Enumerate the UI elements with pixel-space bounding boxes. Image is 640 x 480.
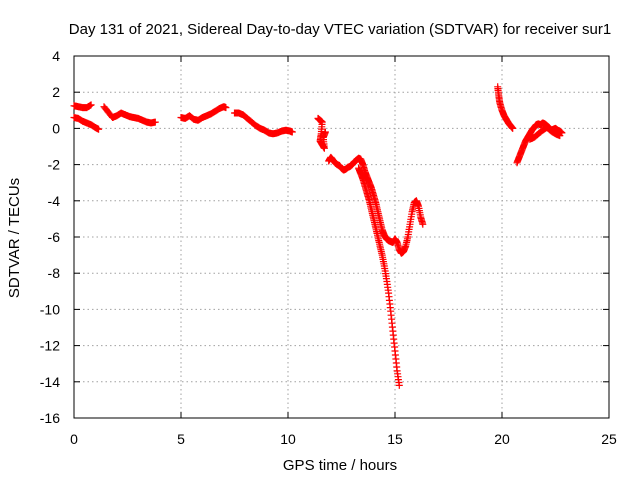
data-point bbox=[151, 118, 159, 126]
x-tick-label: 10 bbox=[280, 431, 296, 447]
data-point bbox=[288, 128, 296, 136]
x-tick-label: 20 bbox=[494, 431, 510, 447]
y-tick-label: 4 bbox=[52, 48, 60, 64]
y-tick-label: 0 bbox=[52, 120, 60, 136]
y-tick-label: -2 bbox=[48, 157, 61, 173]
data-point bbox=[395, 381, 403, 389]
data-point bbox=[87, 101, 95, 109]
series-arc-6 bbox=[325, 153, 427, 257]
data-point bbox=[222, 104, 230, 112]
y-tick-label: -8 bbox=[48, 265, 61, 281]
y-axis-label: SDTVAR / TECUs bbox=[6, 178, 23, 298]
x-axis-label: GPS time / hours bbox=[283, 457, 397, 474]
data-point bbox=[321, 128, 329, 136]
x-tick-label: 5 bbox=[177, 431, 185, 447]
plot-frame bbox=[73, 55, 610, 419]
y-tick-label: -10 bbox=[40, 301, 60, 317]
series-arc-2 bbox=[100, 103, 159, 127]
data-points bbox=[70, 83, 566, 389]
data-point bbox=[95, 125, 103, 133]
series-arc-1a bbox=[70, 101, 95, 112]
y-tick-label: -16 bbox=[40, 410, 60, 426]
series-arc-3 bbox=[177, 103, 230, 124]
y-tick-label: -12 bbox=[40, 338, 60, 354]
series-arc-8 bbox=[494, 83, 517, 132]
x-tick-label: 15 bbox=[387, 431, 403, 447]
y-tick-label: 2 bbox=[52, 84, 60, 100]
data-point bbox=[509, 124, 517, 132]
x-tick-label: 0 bbox=[70, 431, 78, 447]
data-point bbox=[556, 132, 564, 140]
series-arc-4 bbox=[231, 109, 296, 138]
y-tick-label: -6 bbox=[48, 229, 61, 245]
y-tick-label: -14 bbox=[40, 374, 60, 390]
y-tick-label: -4 bbox=[48, 193, 61, 209]
series-arc-7 bbox=[355, 164, 403, 389]
series-arc-5 bbox=[314, 114, 329, 152]
grid bbox=[74, 56, 609, 418]
series-arc-1b bbox=[70, 114, 103, 133]
series-arc-9 bbox=[513, 119, 566, 167]
data-point bbox=[419, 220, 427, 228]
chart-title: Day 131 of 2021, Sidereal Day-to-day VTE… bbox=[69, 21, 611, 38]
x-tick-label: 25 bbox=[601, 431, 617, 447]
